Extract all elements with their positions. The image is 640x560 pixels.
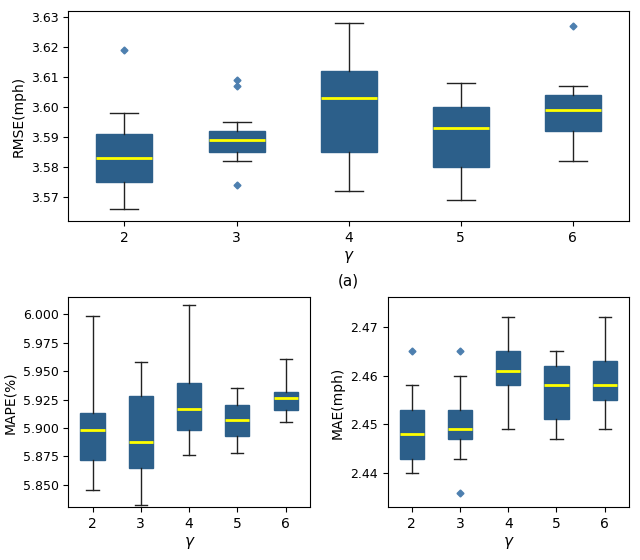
X-axis label: γ: γ (344, 248, 353, 263)
Y-axis label: MAE(mph): MAE(mph) (330, 366, 344, 438)
PathPatch shape (81, 413, 104, 460)
PathPatch shape (321, 71, 377, 152)
X-axis label: γ: γ (184, 534, 193, 549)
PathPatch shape (496, 351, 520, 385)
PathPatch shape (593, 361, 617, 400)
Text: (a): (a) (338, 274, 359, 289)
PathPatch shape (448, 410, 472, 439)
PathPatch shape (209, 131, 264, 152)
PathPatch shape (433, 107, 489, 167)
PathPatch shape (273, 391, 298, 410)
PathPatch shape (177, 382, 201, 430)
Y-axis label: RMSE(mph): RMSE(mph) (12, 76, 25, 157)
PathPatch shape (129, 396, 153, 468)
PathPatch shape (225, 405, 250, 436)
PathPatch shape (545, 95, 601, 131)
PathPatch shape (399, 410, 424, 459)
X-axis label: γ: γ (504, 534, 513, 549)
PathPatch shape (545, 366, 568, 419)
Y-axis label: MAPE(%): MAPE(%) (3, 371, 17, 433)
PathPatch shape (97, 134, 152, 182)
